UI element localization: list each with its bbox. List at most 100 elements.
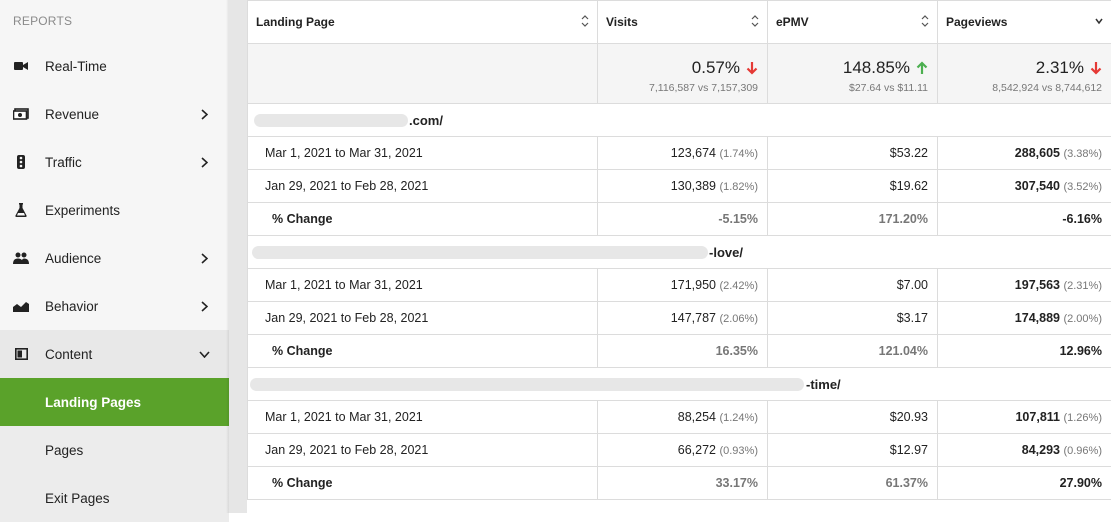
content-gutter [229,0,247,513]
visits-cell: 66,272 (0.93%) [598,434,768,467]
visits-change: 16.35% [598,335,768,368]
sidebar-item-traffic[interactable]: Traffic [0,138,229,186]
column-header-epmv[interactable]: ePMV [768,1,938,44]
epmv-cell: $12.97 [768,434,938,467]
visits-cell: 147,787 (2.06%) [598,302,768,335]
sidebar-subitem-pages[interactable]: Pages [0,426,229,474]
chevron-right-icon [197,157,211,168]
reports-heading: REPORTS [0,0,229,42]
pageviews-cell: 174,889 (2.00%) [938,302,1111,335]
table-row: Jan 29, 2021 to Feb 28, 2021 147,787 (2.… [248,302,1111,335]
column-header-label: Landing Page [256,15,335,29]
arrow-down-icon [746,61,758,75]
sidebar-item-real-time[interactable]: Real-Time [0,42,229,90]
summary-row: 0.57% 7,116,587 vs 7,157,309 148.85% $27… [248,44,1111,104]
sidebar-item-audience[interactable]: Audience [0,234,229,282]
percent-change-row: % Change 16.35% 121.04% 12.96% [248,335,1111,368]
column-header-visits[interactable]: Visits [598,1,768,44]
pageviews-cell: 288,605 (3.38%) [938,137,1111,170]
change-label: % Change [248,203,598,236]
date-range-cell: Mar 1, 2021 to Mar 31, 2021 [248,137,598,170]
sidebar-item-label: Content [45,347,197,362]
column-header-label: ePMV [776,15,809,29]
sidebar-item-behavior[interactable]: Behavior [0,282,229,330]
landing-page-url[interactable]: -time/ [248,368,1111,401]
visits-cell: 123,674 (1.74%) [598,137,768,170]
column-header-landing-page[interactable]: Landing Page [248,1,598,44]
column-header-label: Pageviews [946,15,1007,29]
chevron-right-icon [197,109,211,120]
people-icon [13,250,29,266]
pageviews-cell: 107,811 (1.26%) [938,401,1111,434]
visits-cell: 171,950 (2.42%) [598,269,768,302]
summary-value: 2.31% [1036,58,1084,78]
sort-icon [751,13,759,29]
percent-change-row: % Change 33.17% 61.37% 27.90% [248,467,1111,500]
landing-pages-table: Landing Page Visits ePMV Pageviews [247,0,1111,500]
epmv-change: 171.20% [768,203,938,236]
date-range-cell: Mar 1, 2021 to Mar 31, 2021 [248,401,598,434]
sidebar-item-experiments[interactable]: Experiments [0,186,229,234]
visits-change: -5.15% [598,203,768,236]
chevron-right-icon [197,253,211,264]
sidebar-subitem-label: Pages [45,443,229,458]
flask-icon [13,202,29,218]
redacted-url [252,246,708,259]
sidebar-item-label: Real-Time [45,59,229,74]
date-range-cell: Jan 29, 2021 to Feb 28, 2021 [248,302,598,335]
column-header-pageviews[interactable]: Pageviews [938,1,1111,44]
landing-page-url[interactable]: -love/ [248,236,1111,269]
landing-page-url[interactable]: .com/ [248,104,1111,137]
pageviews-change: 12.96% [938,335,1111,368]
table-row: Mar 1, 2021 to Mar 31, 2021 171,950 (2.4… [248,269,1111,302]
summary-value: 148.85% [843,58,910,78]
sidebar-subitem-landing-pages[interactable]: Landing Pages [0,378,229,426]
epmv-cell: $19.62 [768,170,938,203]
sort-icon [921,13,929,29]
change-label: % Change [248,467,598,500]
epmv-cell: $20.93 [768,401,938,434]
date-range-cell: Mar 1, 2021 to Mar 31, 2021 [248,269,598,302]
summary-compare: 7,116,587 vs 7,157,309 [598,82,758,94]
epmv-cell: $3.17 [768,302,938,335]
sidebar-item-label: Experiments [45,203,229,218]
redacted-url [250,378,804,391]
column-header-label: Visits [606,15,638,29]
visits-cell: 88,254 (1.24%) [598,401,768,434]
landing-page-group-row[interactable]: -love/ [248,236,1111,269]
pageviews-change: 27.90% [938,467,1111,500]
sidebar-shadow [226,0,229,513]
epmv-cell: $53.22 [768,137,938,170]
landing-page-suffix: -love/ [709,245,743,260]
arrow-down-icon [1090,61,1102,75]
sort-descending-icon [1095,13,1103,29]
sidebar-subitem-label: Exit Pages [45,491,229,506]
epmv-cell: $7.00 [768,269,938,302]
sidebar-item-label: Traffic [45,155,197,170]
summary-label-cell [248,44,598,104]
landing-page-group-row[interactable]: -time/ [248,368,1111,401]
pageviews-cell: 84,293 (0.96%) [938,434,1111,467]
change-label: % Change [248,335,598,368]
epmv-change: 121.04% [768,335,938,368]
pageviews-cell: 307,540 (3.52%) [938,170,1111,203]
date-range-cell: Jan 29, 2021 to Feb 28, 2021 [248,170,598,203]
summary-compare: 8,542,924 vs 8,744,612 [938,82,1102,94]
sidebar-subitem-exit-pages[interactable]: Exit Pages [0,474,229,522]
summary-pageviews: 2.31% 8,542,924 vs 8,744,612 [938,44,1111,104]
sidebar-item-content[interactable]: Content [0,330,229,378]
pageviews-cell: 197,563 (2.31%) [938,269,1111,302]
money-icon [13,106,29,122]
landing-page-group-row[interactable]: .com/ [248,104,1111,137]
chevron-right-icon [197,301,211,312]
table-row: Mar 1, 2021 to Mar 31, 2021 88,254 (1.24… [248,401,1111,434]
content-page-icon [13,346,29,362]
redacted-url [254,114,408,127]
table-header-row: Landing Page Visits ePMV Pageviews [248,1,1111,44]
video-camera-icon [13,58,29,74]
sidebar-nav: Real-Time Revenue Traffic [0,42,229,522]
sidebar-item-revenue[interactable]: Revenue [0,90,229,138]
percent-change-row: % Change -5.15% 171.20% -6.16% [248,203,1111,236]
sidebar: REPORTS Real-Time Revenue [0,0,229,513]
area-chart-icon [13,298,29,314]
